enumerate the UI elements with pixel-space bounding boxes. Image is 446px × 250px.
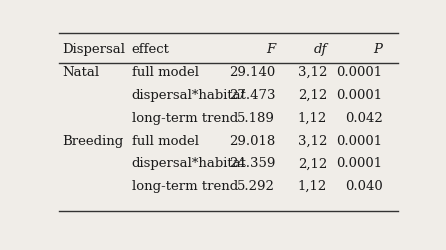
Text: 0.0001: 0.0001 [336, 66, 382, 79]
Text: long-term trend: long-term trend [132, 180, 238, 192]
Text: 3,12: 3,12 [298, 66, 327, 79]
Text: F: F [266, 43, 275, 56]
Text: dispersal*habitat: dispersal*habitat [132, 157, 247, 170]
Text: Breeding: Breeding [62, 134, 124, 147]
Text: 29.018: 29.018 [229, 134, 275, 147]
Text: dispersal*habitat: dispersal*habitat [132, 88, 247, 102]
Text: 0.0001: 0.0001 [336, 157, 382, 170]
Text: 0.0001: 0.0001 [336, 134, 382, 147]
Text: 1,12: 1,12 [298, 111, 327, 124]
Text: full model: full model [132, 134, 199, 147]
Text: 27.473: 27.473 [229, 88, 275, 102]
Text: effect: effect [132, 43, 169, 56]
Text: 0.040: 0.040 [345, 180, 382, 192]
Text: 2,12: 2,12 [298, 88, 327, 102]
Text: Natal: Natal [62, 66, 100, 79]
Text: Dispersal: Dispersal [62, 43, 126, 56]
Text: 2,12: 2,12 [298, 157, 327, 170]
Text: 0.042: 0.042 [345, 111, 382, 124]
Text: df: df [314, 43, 327, 56]
Text: 0.0001: 0.0001 [336, 88, 382, 102]
Text: full model: full model [132, 66, 199, 79]
Text: 3,12: 3,12 [298, 134, 327, 147]
Text: 5.292: 5.292 [237, 180, 275, 192]
Text: 29.140: 29.140 [229, 66, 275, 79]
Text: 5.189: 5.189 [237, 111, 275, 124]
Text: 24.359: 24.359 [229, 157, 275, 170]
Text: 1,12: 1,12 [298, 180, 327, 192]
Text: P: P [373, 43, 382, 56]
Text: long-term trend: long-term trend [132, 111, 238, 124]
